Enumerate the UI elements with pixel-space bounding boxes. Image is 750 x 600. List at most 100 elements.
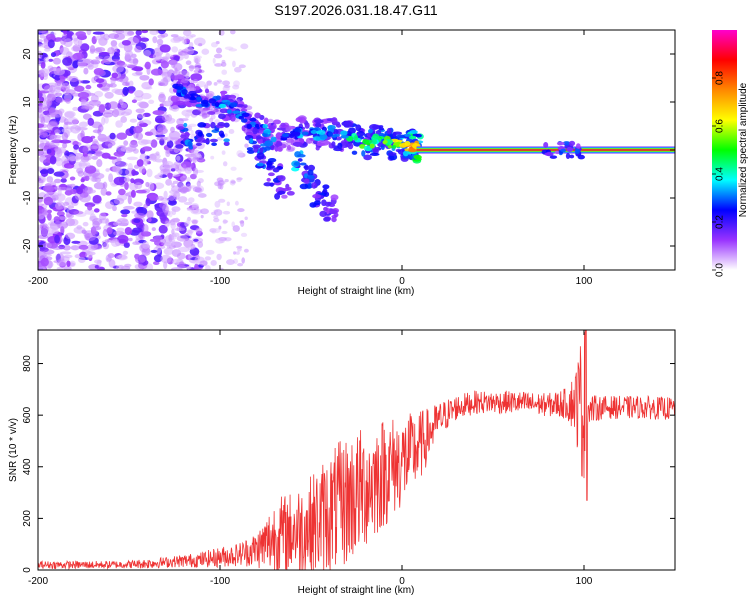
spectrogram-blob <box>135 132 144 141</box>
spectrogram-blob <box>266 177 271 182</box>
spectrogram-blob <box>173 69 181 76</box>
spectrogram-blob <box>56 80 62 87</box>
spectrogram-blob <box>92 194 102 204</box>
spectrogram-blob <box>165 242 170 246</box>
spectrogram-blob <box>256 162 264 167</box>
spectrogram-blob <box>135 189 147 194</box>
spectrogram-blob <box>90 245 103 250</box>
spectrogram-blob <box>213 215 219 220</box>
spectrogram-blob <box>272 167 280 173</box>
spectrogram-blob <box>77 91 90 99</box>
spectrogram-blob <box>124 227 133 235</box>
spectrogram-blob <box>330 194 339 201</box>
spectrogram-blob <box>53 171 65 177</box>
spectrogram-blob <box>209 138 218 143</box>
spectrogram-blob <box>226 109 233 114</box>
spectrogram-blob <box>85 162 91 168</box>
spectrogram-blob <box>206 126 211 134</box>
spectrogram-blob <box>204 84 209 90</box>
spectrogram-blob <box>106 83 114 88</box>
spectrogram-blob <box>124 263 132 268</box>
spectrogram-blob <box>38 105 45 113</box>
spectrogram-blob <box>116 227 125 232</box>
spectrogram-blob <box>176 118 184 126</box>
colorbar-gradient <box>712 30 737 270</box>
spectrogram-blob <box>249 117 257 122</box>
spectrogram-blob <box>70 245 80 251</box>
spectrogram-blob <box>196 180 201 187</box>
colorbar-tick-label: 0.6 <box>715 119 726 133</box>
spectrogram-blob <box>200 208 209 215</box>
spectrogram-blob <box>223 138 230 143</box>
spectrogram-blob <box>188 197 195 203</box>
spectrogram-x-axis-label: Height of straight line (km) <box>298 286 415 297</box>
spectrogram-blob <box>120 209 131 215</box>
spectrogram-blob <box>75 31 87 37</box>
spectrogram-blob <box>94 264 99 269</box>
spectrogram-blob <box>60 37 67 45</box>
spectrogram-blob <box>315 146 320 151</box>
spectrogram-blob <box>142 241 150 250</box>
spectrogram-blob <box>133 218 141 224</box>
spectrogram-blob <box>80 183 85 190</box>
spectrogram-blob <box>157 30 167 35</box>
snr-x-tick-label: -100 <box>210 576 230 587</box>
spectrogram-blob <box>269 182 274 187</box>
spectrogram-blob <box>244 143 249 148</box>
spectrogram-blob <box>77 58 87 68</box>
spectrogram-blob <box>195 138 201 143</box>
spectrogram-blob <box>160 60 169 69</box>
spectrogram-blob <box>82 221 89 227</box>
spectrogram-blob <box>378 127 385 131</box>
snr-y-tick-label: 0 <box>22 567 33 573</box>
spectrogram-blob <box>197 80 206 88</box>
spectrogram-blob <box>192 78 199 84</box>
spectrogram-blob <box>138 165 146 174</box>
spectrogram-blob <box>183 201 193 206</box>
spectrogram-blob <box>113 151 125 157</box>
spectrogram-blob <box>194 263 199 270</box>
spectrogram-blob <box>38 96 45 103</box>
spectrogram-blob <box>221 69 228 75</box>
spectrogram-blob <box>182 173 187 179</box>
spectrogram-blob <box>141 146 153 152</box>
spectrogram-blob <box>216 253 222 261</box>
spectrogram-blob <box>43 196 54 206</box>
spectrogram-blob <box>80 43 90 52</box>
spectrogram-blob <box>137 138 149 146</box>
spectrogram-blob <box>199 260 208 266</box>
spectrogram-blob <box>129 118 138 123</box>
spectrogram-blob <box>94 259 102 264</box>
spectrogram-blob <box>51 246 64 250</box>
spectrogram-blob <box>171 46 179 53</box>
spectrogram-blob <box>160 254 172 264</box>
spectrogram-blob <box>93 67 104 76</box>
spectrogram-blob <box>280 122 286 127</box>
spectrogram-blob <box>232 60 236 68</box>
spectrogram-blob <box>101 152 111 159</box>
spectrogram-blob <box>195 227 203 234</box>
spectrogram-blob <box>105 168 110 172</box>
spectrogram-blob <box>128 90 134 94</box>
spectrogram-blob <box>372 148 379 155</box>
spectrogram-blob <box>221 230 228 235</box>
spectrogram-blob <box>66 260 71 267</box>
spectrogram-blob <box>94 47 106 53</box>
spectrogram-blob <box>372 133 380 139</box>
spectrogram-blob <box>44 154 52 158</box>
spectrogram-blob <box>263 117 269 125</box>
spectrogram-blob <box>331 117 338 125</box>
spectrogram-blob <box>152 110 165 116</box>
spectrogram-blob <box>291 131 301 137</box>
spectrogram-blob <box>91 229 99 235</box>
spectrogram-blob <box>331 217 337 223</box>
spectrogram-blob <box>214 101 220 108</box>
spectrogram-x-tick-label: -200 <box>28 276 48 287</box>
spectrogram-blob <box>361 150 366 157</box>
spectrogram-blob <box>222 161 228 167</box>
spectrogram-blob <box>259 147 264 154</box>
spectrogram-blob <box>167 172 174 178</box>
spectrogram-blob <box>113 221 119 226</box>
spectrogram-blob <box>187 253 193 259</box>
spectrogram-blob <box>236 150 244 157</box>
